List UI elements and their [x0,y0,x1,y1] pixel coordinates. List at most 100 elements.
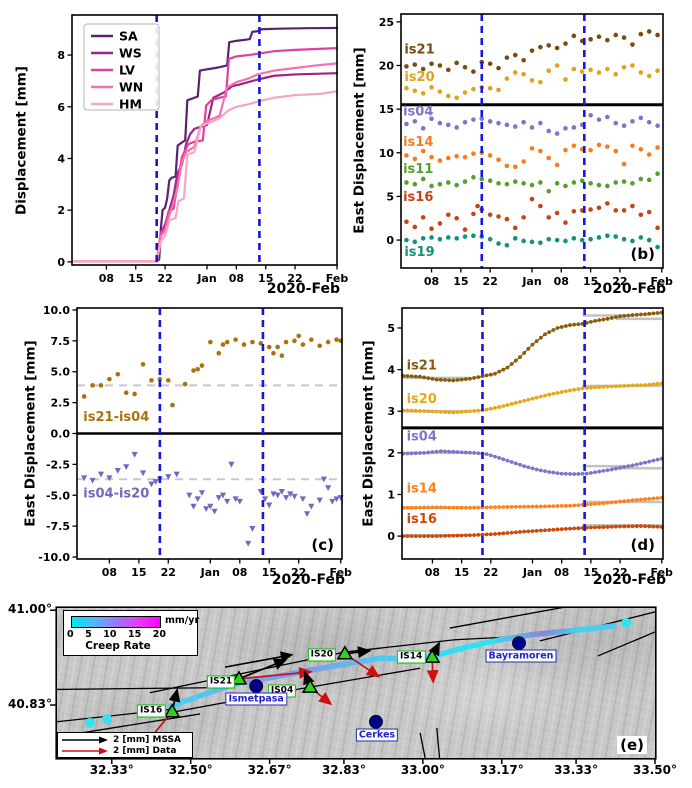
colorbar-tick: 10 [103,629,117,640]
y-tick-label: 0 [386,234,394,247]
y-tick-label: 0 [57,256,65,269]
panel-c-ylabel: East Displacement [mm] [22,340,39,527]
panel-b-xlabel: 2020-Feb [592,281,666,297]
series-label-is04: is04 [403,104,433,119]
y-tick-label: 2 [387,447,395,460]
legend-label-WN: WN [119,80,143,95]
mssa-arrow [224,651,294,668]
x-tick-label: 15 [454,566,469,579]
series-is16 [401,524,664,539]
series-label-is11: is11 [403,162,433,177]
series-label-is20: is20 [404,70,434,85]
y-tick-label: 7.5 [51,335,71,348]
legend-label-HM: HM [119,97,142,112]
series-is16 [404,196,660,232]
series-WS [71,72,339,263]
map-lat-tick: 40.83° [8,697,52,712]
series-label-is21: is21 [407,359,437,374]
station-label-IS16: IS16 [136,704,166,718]
panel-d-ylabel: East Displacement [mm] [360,340,377,527]
city-label-Bayramoren: Bayramoren [485,649,557,663]
series-is11 [404,171,660,194]
series-label-is16: is16 [403,190,433,205]
city-label-Cerkes: Cerkes [355,728,399,742]
panel-letter-c: (c) [311,536,334,554]
x-tick-label: 15 [128,272,143,285]
series-is20 [401,381,664,415]
x-tick-label: 08 [99,272,114,285]
map-lon-tick: 33.17° [479,763,524,777]
x-tick-label: 08 [424,275,439,288]
data-arrow-IS21 [238,667,313,680]
y-tick-label: 0 [387,530,395,543]
station-label-IS20: IS20 [307,648,337,662]
colorbar-unit: mm/yr [165,615,200,626]
y-tick-label: 25 [379,16,394,29]
y-tick-label: 4 [387,364,395,377]
y-tick-label: -5.0 [46,489,70,502]
series-is04 [404,112,660,136]
x-tick-label: 22 [483,566,498,579]
city-dot-Bayramoren [512,636,526,651]
fault-line [597,631,655,657]
data-arrow-icon [62,747,108,754]
series-label-is16: is16 [407,512,437,527]
series-is21 [404,29,660,74]
y-tick-label: 5.0 [51,366,71,379]
series-label-is04-is20: is04-is20 [83,487,149,502]
x-tick-label: 22 [157,272,172,285]
series-HM [71,90,339,263]
y-tick-label: 2.5 [51,397,71,410]
panel-a-ylabel: Displacement [mm] [13,66,30,215]
panel-b-ylabel: East Displacement [mm] [351,47,368,234]
y-tick-label: -10.0 [38,551,70,564]
series-is20 [404,63,660,101]
map-lon-tick: 32.67° [247,763,292,777]
panel-letter-d: (d) [631,536,655,554]
series-label-is19: is19 [404,245,434,260]
data-legend-row: 2 [mm] Data [61,746,189,756]
station-marker-IS16 [163,703,181,718]
station-marker-IS04 [301,678,319,693]
panel-c-xlabel: 2020-Feb [271,572,345,588]
x-tick-label: 08 [102,566,117,579]
map-lon-tick: 32.33° [89,763,134,777]
map-lon-tick: 32.50° [168,763,213,777]
y-tick-label: 1 [387,488,395,501]
map-lat-tick: 41.00° [8,602,52,617]
series-is14 [401,495,664,510]
city-dot-Ismetpasa [249,679,264,693]
x-tick-label: 15 [131,566,146,579]
series-label-is20: is20 [407,392,437,407]
creep-rate-dot [621,618,632,629]
series-SA [71,26,339,263]
panel-e-label: (e) [617,736,647,754]
series-label-is21-is04: is21-is04 [83,410,149,425]
fault-line [436,727,441,758]
fault-line [57,687,211,691]
colorbar-tick: 0 [67,629,74,640]
series-label-is21: is21 [404,42,434,57]
y-tick-label: 5 [387,322,395,335]
station-marker-IS21 [230,670,248,685]
y-tick-label: 2 [57,204,65,217]
map-lon-tick: 33.33° [554,763,599,777]
fault-line [149,635,531,694]
series-is04-is20 [81,451,344,547]
station-marker-IS14 [423,648,441,663]
map-lon-tick: 32.83° [321,763,366,777]
mssa-arrow-IS21 [238,658,288,680]
creep-rate-colorbar: mm/yr 0 5 10 15 20 Creep Rate [63,610,200,656]
y-tick-label: 8 [57,49,65,62]
x-tick-label: 22 [482,275,497,288]
legend-label-WS: WS [119,46,142,61]
series-label-is04: is04 [407,429,437,444]
legend-label-SA: SA [119,29,138,44]
station-label-IS14: IS14 [396,650,426,664]
legend-label-LV: LV [119,63,135,78]
station-label-IS21: IS21 [206,675,236,689]
x-tick-label: 22 [161,566,176,579]
